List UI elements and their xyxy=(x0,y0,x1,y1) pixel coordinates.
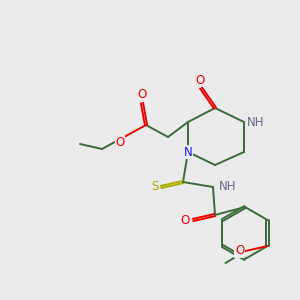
Text: O: O xyxy=(180,214,190,226)
Text: O: O xyxy=(137,88,147,101)
Text: N: N xyxy=(184,146,192,158)
Text: O: O xyxy=(195,74,205,86)
Text: O: O xyxy=(235,244,244,257)
Text: O: O xyxy=(116,136,124,148)
Text: NH: NH xyxy=(247,116,265,128)
Text: NH: NH xyxy=(219,181,236,194)
Text: S: S xyxy=(151,181,159,194)
